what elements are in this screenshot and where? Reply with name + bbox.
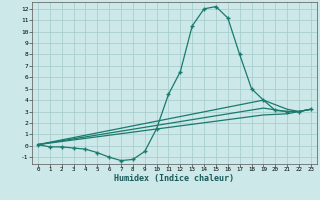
X-axis label: Humidex (Indice chaleur): Humidex (Indice chaleur) [115,174,234,183]
